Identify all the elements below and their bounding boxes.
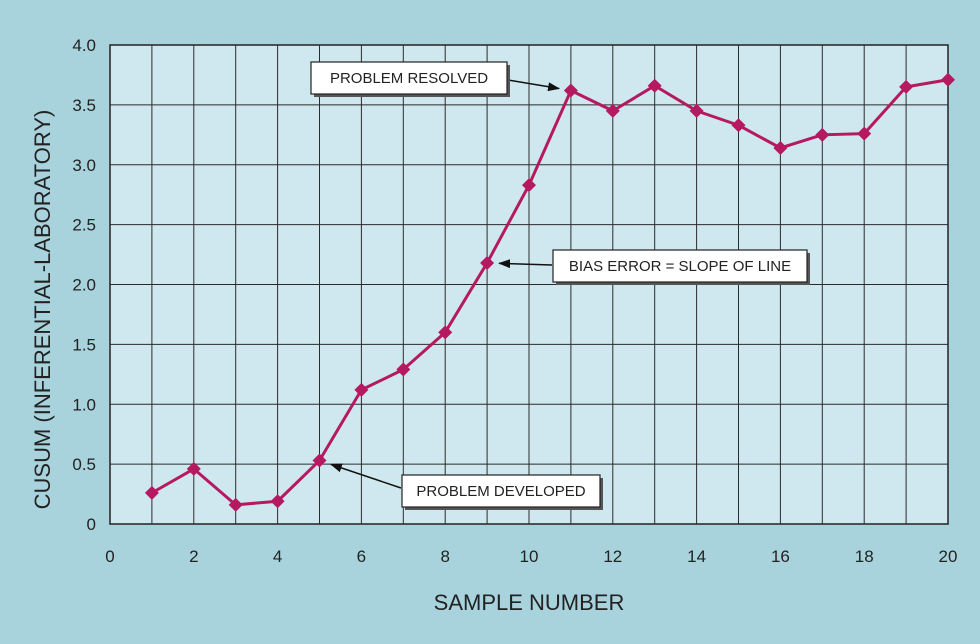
data-point-marker bbox=[522, 178, 536, 193]
x-tick-label: 14 bbox=[687, 547, 706, 566]
annotation-callout: BIAS ERROR = SLOPE OF LINE bbox=[498, 249, 810, 285]
data-point-marker bbox=[731, 118, 746, 133]
x-tick-label: 16 bbox=[771, 547, 790, 566]
data-point-marker bbox=[186, 461, 201, 476]
annotation-label: PROBLEM RESOLVED bbox=[330, 70, 488, 87]
data-point-marker bbox=[689, 103, 704, 118]
y-tick-label: 0 bbox=[87, 515, 96, 534]
data-point-marker bbox=[270, 494, 285, 509]
y-tick-label: 3.0 bbox=[72, 156, 96, 175]
axis-tick-labels: 0 0.5 1.0 1.5 2.0 2.5 3.0 3.5 4.0 0 2 4 6 8 10 12 14 16 18… bbox=[72, 36, 957, 566]
y-tick-label: 1.5 bbox=[72, 335, 96, 354]
x-tick-label: 6 bbox=[357, 547, 366, 566]
annotation-arrow bbox=[329, 463, 402, 489]
data-point-marker bbox=[647, 78, 662, 93]
data-point-marker bbox=[228, 497, 243, 512]
grid-lines bbox=[110, 45, 948, 524]
x-tick-label: 10 bbox=[520, 547, 539, 566]
annotation-label: PROBLEM DEVELOPED bbox=[416, 483, 585, 500]
y-axis-title: CUSUM (INFERENTIAL-LABORATORY) bbox=[30, 110, 55, 510]
x-tick-label: 2 bbox=[189, 547, 198, 566]
y-tick-label: 0.5 bbox=[72, 455, 96, 474]
y-tick-label: 1.0 bbox=[72, 395, 96, 414]
data-point-marker bbox=[857, 126, 872, 141]
x-tick-label: 8 bbox=[440, 547, 449, 566]
data-point-marker bbox=[605, 103, 620, 118]
annotation-box bbox=[310, 61, 508, 95]
x-tick-label: 4 bbox=[273, 547, 282, 566]
data-point-marker bbox=[480, 255, 495, 270]
x-tick-label: 18 bbox=[855, 547, 874, 566]
series-layer bbox=[144, 72, 955, 512]
annotation-label: BIAS ERROR = SLOPE OF LINE bbox=[569, 258, 791, 275]
data-point-marker bbox=[815, 127, 830, 142]
annotation-box bbox=[401, 474, 601, 508]
y-tick-label: 2.5 bbox=[72, 216, 96, 235]
data-point-marker bbox=[144, 485, 159, 500]
data-point-marker bbox=[438, 325, 453, 340]
data-point-marker bbox=[312, 453, 327, 468]
annotation-box bbox=[552, 249, 808, 283]
data-point-marker bbox=[563, 83, 578, 98]
series-line bbox=[151, 78, 949, 507]
x-axis-title: SAMPLE NUMBER bbox=[434, 590, 625, 615]
data-point-marker bbox=[396, 362, 411, 377]
data-point-marker bbox=[941, 72, 955, 87]
x-tick-label: 12 bbox=[603, 547, 622, 566]
data-point-marker bbox=[899, 79, 914, 94]
annotation-arrow bbox=[498, 259, 553, 269]
data-point-marker bbox=[354, 382, 369, 397]
annotation-callout: PROBLEM RESOLVED bbox=[310, 61, 561, 97]
annotation-callout: PROBLEM DEVELOPED bbox=[329, 463, 603, 510]
data-point-marker bbox=[773, 140, 788, 155]
y-tick-label: 3.5 bbox=[72, 96, 96, 115]
annotations: PROBLEM RESOLVED BIAS ERROR = SLOPE OF LI… bbox=[310, 61, 810, 510]
x-tick-label: 0 bbox=[105, 547, 114, 566]
y-tick-label: 4.0 bbox=[72, 36, 96, 55]
x-tick-label: 20 bbox=[939, 547, 958, 566]
y-tick-label: 2.0 bbox=[72, 276, 96, 295]
annotation-arrow bbox=[507, 79, 561, 92]
